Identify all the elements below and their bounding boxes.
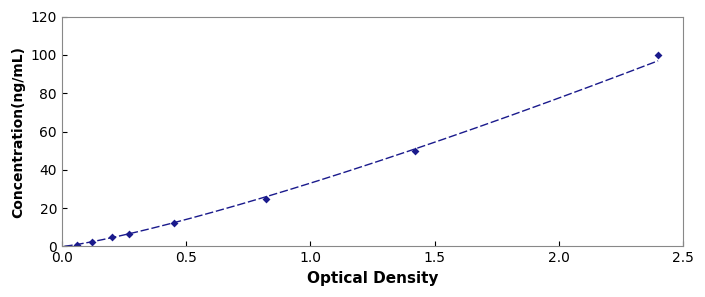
X-axis label: Optical Density: Optical Density — [307, 271, 439, 286]
Point — [168, 221, 179, 226]
Point — [123, 232, 135, 236]
Point — [652, 53, 663, 57]
Point — [106, 235, 117, 239]
Point — [260, 196, 271, 201]
Point — [71, 242, 82, 247]
Point — [86, 239, 97, 244]
Point — [409, 148, 420, 153]
Y-axis label: Concentration(ng/mL): Concentration(ng/mL) — [11, 45, 25, 217]
